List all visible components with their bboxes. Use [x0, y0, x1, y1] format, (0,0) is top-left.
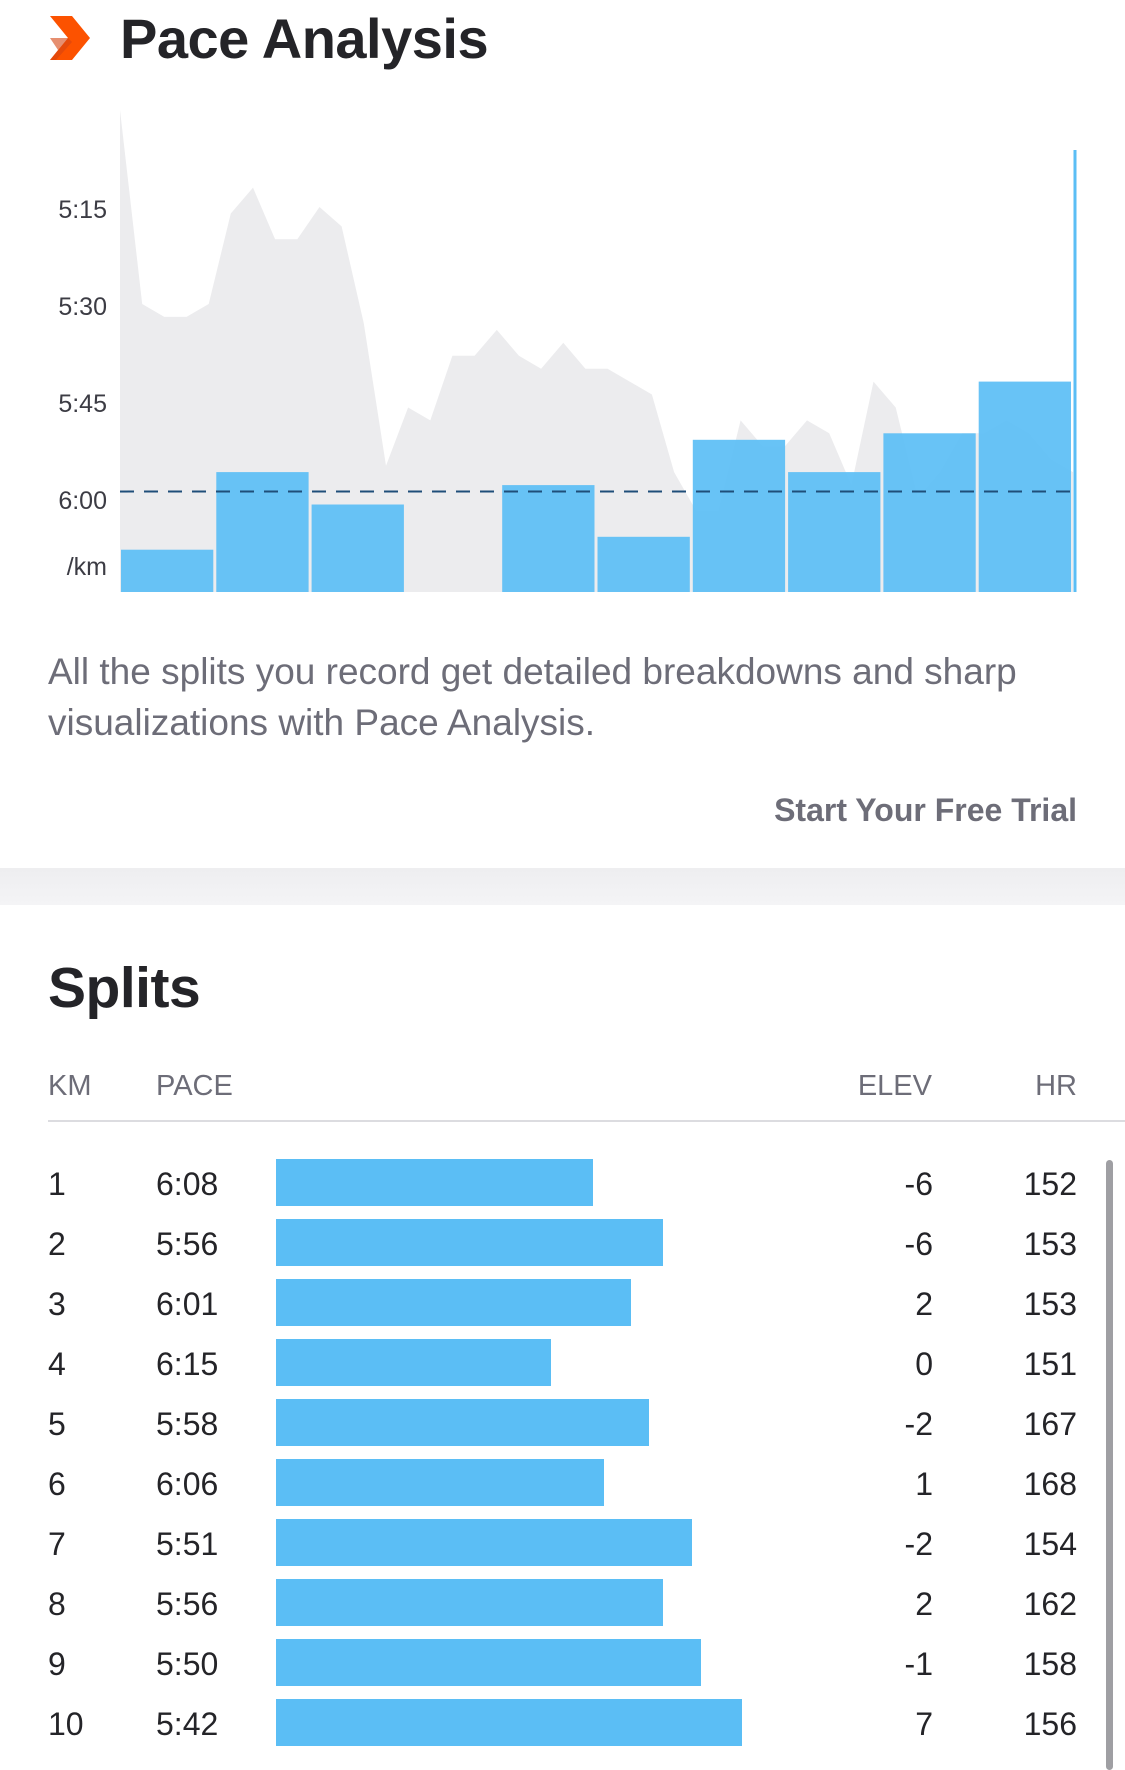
split-km: 1 — [48, 1166, 66, 1202]
page-title: Pace Analysis — [120, 7, 489, 70]
split-pace: 5:51 — [156, 1526, 219, 1562]
split-km: 9 — [48, 1646, 66, 1682]
split-km: 10 — [48, 1706, 84, 1742]
split-pace-bar — [276, 1519, 692, 1566]
split-hr: 168 — [1023, 1466, 1077, 1502]
splits-table: 1 6:08 -6 152 2 5:56 -6 153 3 6:01 2 153 4 6:15 0 151 5 5… — [0, 1154, 1125, 1754]
split-elev: -2 — [904, 1406, 933, 1442]
split-elev: -6 — [904, 1226, 933, 1262]
pace-bar-km-5 — [502, 485, 595, 592]
split-elev: 2 — [915, 1586, 933, 1622]
split-pace: 6:15 — [156, 1346, 219, 1382]
split-row: 8 5:56 2 162 — [0, 1574, 1125, 1634]
pace-bar-km-1 — [121, 549, 214, 592]
split-pace: 6:08 — [156, 1166, 219, 1202]
split-pace-bar — [276, 1339, 551, 1386]
y-tick-label: 6:00 — [58, 487, 107, 515]
split-elev: 7 — [915, 1706, 933, 1742]
split-pace-bar — [276, 1699, 742, 1746]
split-row: 5 5:58 -2 167 — [0, 1394, 1125, 1454]
split-hr: 158 — [1023, 1646, 1077, 1682]
split-pace-bar — [276, 1459, 604, 1506]
split-row: 10 5:42 7 156 — [0, 1694, 1125, 1754]
split-hr: 156 — [1023, 1706, 1077, 1742]
split-km: 4 — [48, 1346, 66, 1382]
y-tick-label: 5:15 — [58, 196, 107, 224]
split-hr: 153 — [1023, 1226, 1077, 1262]
splits-title: Splits — [48, 956, 201, 1020]
split-row: 9 5:50 -1 158 — [0, 1634, 1125, 1694]
split-pace: 5:42 — [156, 1706, 219, 1742]
header-divider — [48, 1120, 1125, 1122]
split-row: 4 6:15 0 151 — [0, 1334, 1125, 1394]
pace-bar-km-8 — [788, 472, 881, 592]
pace-area-series — [120, 110, 1073, 592]
split-km: 3 — [48, 1286, 66, 1322]
split-hr: 153 — [1023, 1286, 1077, 1322]
split-elev: -6 — [904, 1166, 933, 1202]
split-km: 7 — [48, 1526, 66, 1562]
split-km: 8 — [48, 1586, 66, 1622]
split-pace: 5:50 — [156, 1646, 219, 1682]
pace-chart: 5:15 5:30 5:45 6:00/km — [58, 110, 1077, 592]
split-hr: 151 — [1023, 1346, 1077, 1382]
y-unit-label: /km — [67, 553, 107, 581]
split-pace-bar — [276, 1219, 663, 1266]
split-row: 3 6:01 2 153 — [0, 1274, 1125, 1334]
split-row: 1 6:08 -6 152 — [0, 1154, 1125, 1214]
split-elev: -1 — [904, 1646, 933, 1682]
split-hr: 152 — [1023, 1166, 1077, 1202]
pace-bar-km-6 — [597, 536, 690, 592]
split-pace-bar — [276, 1399, 649, 1446]
pace-bar-km-3 — [311, 504, 404, 592]
column-header-pace: PACE — [156, 1070, 233, 1102]
split-pace: 6:01 — [156, 1286, 219, 1322]
pace-analysis-description: All the splits you record get detailed b… — [48, 651, 1017, 743]
split-row: 2 5:56 -6 153 — [0, 1214, 1125, 1274]
y-tick-label: 5:45 — [58, 390, 107, 418]
split-hr: 167 — [1023, 1406, 1077, 1442]
split-elev: 1 — [915, 1466, 933, 1502]
pace-bar-km-9 — [883, 433, 976, 592]
split-hr: 162 — [1023, 1586, 1077, 1622]
pace-bar-km-10 — [978, 381, 1071, 592]
split-row: 7 5:51 -2 154 — [0, 1514, 1125, 1574]
scrollbar[interactable] — [1106, 1160, 1113, 1770]
split-pace-bar — [276, 1159, 593, 1206]
split-pace-bar — [276, 1639, 701, 1686]
split-pace: 5:56 — [156, 1586, 219, 1622]
split-km: 5 — [48, 1406, 66, 1442]
split-pace: 5:56 — [156, 1226, 219, 1262]
split-elev: 2 — [915, 1286, 933, 1322]
split-hr: 154 — [1023, 1526, 1077, 1562]
split-pace: 6:06 — [156, 1466, 219, 1502]
column-header-km: KM — [48, 1070, 92, 1102]
column-header-elev: ELEV — [857, 1070, 932, 1102]
split-elev: 0 — [915, 1346, 933, 1382]
split-km: 6 — [48, 1466, 66, 1502]
start-free-trial-link[interactable]: Start Your Free Trial — [774, 792, 1077, 828]
pace-bar-km-2 — [216, 472, 309, 592]
split-pace-bar — [276, 1579, 663, 1626]
pace-bar-km-7 — [692, 439, 786, 592]
split-row: 6 6:06 1 168 — [0, 1454, 1125, 1514]
column-header-hr: HR — [1035, 1070, 1077, 1102]
split-pace-bar — [276, 1279, 631, 1326]
split-km: 2 — [48, 1226, 66, 1262]
chevron-right-icon — [50, 16, 90, 60]
section-divider — [0, 868, 1125, 905]
split-pace: 5:58 — [156, 1406, 219, 1442]
y-tick-label: 5:30 — [58, 293, 107, 321]
split-elev: -2 — [904, 1526, 933, 1562]
